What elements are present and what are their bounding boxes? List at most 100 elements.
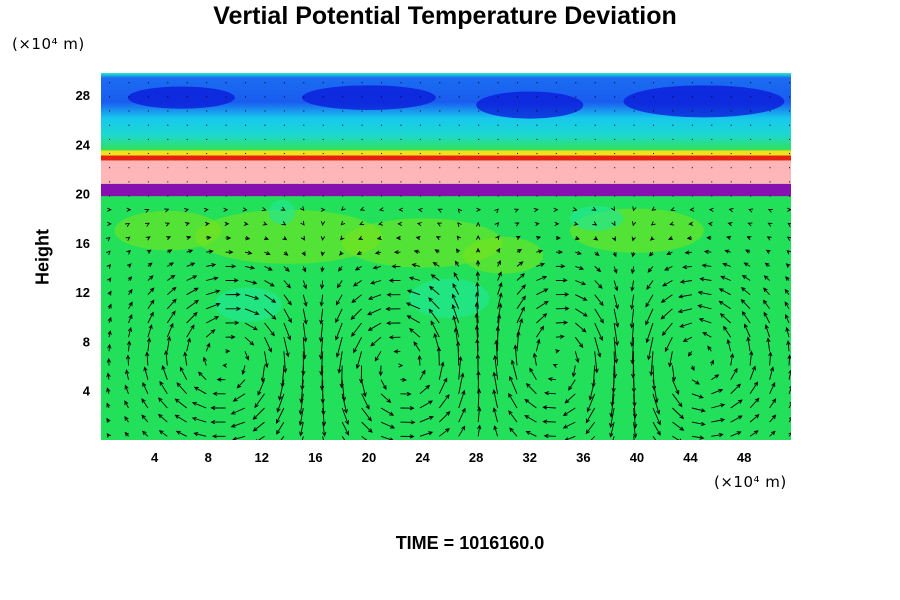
vector-dot: [322, 153, 324, 155]
vector-dot: [147, 167, 149, 169]
wind-arrow: [255, 435, 265, 440]
vector-dot: [167, 181, 169, 183]
wind-arrow: [477, 406, 482, 423]
wind-arrow: [380, 435, 394, 440]
wind-arrow: [299, 379, 304, 404]
deep-blue-patch-1: [301, 85, 436, 110]
wind-arrow: [611, 236, 616, 242]
wind-arrow: [749, 414, 760, 423]
wind-arrow: [398, 363, 404, 368]
vector-dot: [517, 167, 519, 169]
wind-arrow: [419, 415, 434, 423]
wind-arrow: [575, 322, 587, 333]
vector-dot: [439, 138, 441, 140]
wind-arrow: [763, 287, 770, 296]
wind-arrow: [630, 337, 635, 365]
wind-arrow: [191, 401, 207, 409]
wind-arrow: [553, 207, 559, 212]
wind-arrow: [575, 294, 588, 301]
wind-arrow: [516, 248, 522, 254]
wind-arrow: [497, 302, 503, 324]
vector-dot: [322, 96, 324, 98]
wind-arrow: [321, 407, 327, 427]
wind-arrow: [232, 435, 246, 440]
vector-dot: [303, 167, 305, 169]
vector-dot: [264, 167, 266, 169]
vector-dot: [594, 110, 596, 112]
wind-arrow: [697, 304, 712, 310]
wind-arrow: [516, 273, 525, 281]
vector-dot: [109, 110, 111, 112]
vector-dot: [653, 138, 654, 140]
y-tick-label: 16: [76, 236, 90, 251]
wind-arrow: [458, 372, 465, 394]
vector-dot: [672, 82, 674, 84]
wind-arrow: [378, 221, 384, 226]
vector-dot: [381, 153, 383, 155]
wind-arrow: [419, 369, 426, 380]
wind-arrow: [106, 372, 111, 380]
wind-arrow: [666, 251, 673, 256]
vector-dot: [361, 96, 363, 98]
wind-arrow: [264, 265, 273, 271]
vector-dot: [439, 181, 441, 183]
wind-arrow: [376, 235, 382, 241]
wind-arrow: [340, 220, 346, 226]
wind-arrow: [302, 294, 308, 307]
wind-arrow: [562, 407, 576, 416]
wind-arrow: [417, 354, 422, 366]
wind-arrow: [766, 337, 771, 352]
wind-arrow: [146, 337, 152, 352]
wind-arrow: [477, 424, 482, 437]
wind-arrow: [166, 298, 177, 310]
wind-arrow: [406, 315, 421, 324]
y-tick-label: 8: [83, 334, 90, 349]
wind-arrow: [711, 403, 726, 409]
vector-dot: [594, 124, 596, 126]
wind-arrow: [452, 282, 460, 295]
vector-dot: [264, 153, 266, 155]
wind-arrow: [711, 418, 726, 423]
x-tick-label: 32: [523, 450, 537, 465]
wind-arrow: [630, 351, 636, 379]
vector-dot: [245, 195, 247, 197]
wind-arrow: [788, 369, 791, 380]
vector-dot: [691, 110, 693, 112]
wind-arrow: [439, 428, 450, 437]
x-tick-label: 8: [205, 450, 212, 465]
wind-arrow: [244, 265, 256, 270]
wind-arrow: [335, 294, 343, 306]
vector-dot: [128, 167, 130, 169]
vector-dot: [167, 138, 169, 140]
vector-dot: [303, 181, 305, 183]
wind-arrow: [413, 249, 421, 254]
wind-arrow: [575, 236, 580, 241]
wind-arrow: [367, 322, 382, 331]
wind-arrow: [158, 397, 168, 409]
wind-arrow: [264, 322, 275, 337]
wind-arrow: [613, 308, 620, 328]
wind-arrow: [536, 288, 549, 296]
x-tick-label: 24: [415, 450, 430, 465]
wind-arrow: [555, 320, 569, 325]
wind-arrow: [575, 308, 588, 317]
wind-arrow: [497, 282, 503, 295]
wind-arrow: [784, 313, 790, 324]
wind-arrow: [244, 236, 251, 241]
vector-dot: [361, 195, 363, 197]
vector-dot: [264, 195, 266, 197]
wind-arrow: [283, 337, 290, 358]
vector-dot: [691, 153, 693, 155]
wind-arrow: [367, 308, 382, 316]
wind-arrow: [686, 235, 692, 241]
wind-arrow: [711, 432, 724, 438]
vector-dot: [458, 153, 460, 155]
vector-dot: [361, 138, 363, 140]
vector-dot: [478, 195, 480, 197]
vector-dot: [691, 181, 693, 183]
vector-dot: [419, 110, 421, 112]
vector-dot: [730, 82, 732, 84]
wind-arrow: [652, 407, 661, 426]
wind-arrow: [370, 336, 382, 347]
wind-arrow: [264, 308, 277, 320]
